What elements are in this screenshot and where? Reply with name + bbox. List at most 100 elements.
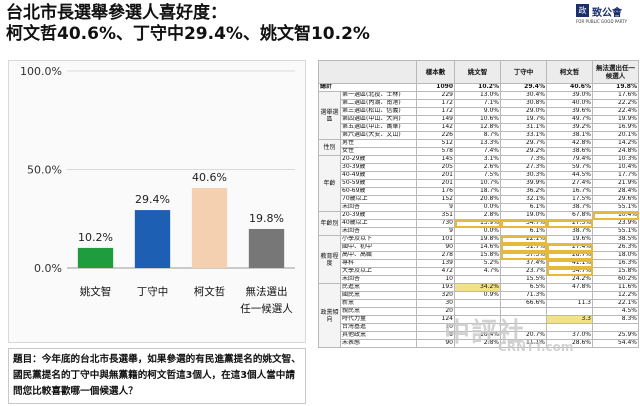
table-cell: 30 [416, 299, 455, 308]
table-cell: 31.1% [500, 123, 547, 132]
table-cell: 34.2% [454, 283, 501, 292]
table-cell: 19.7% [500, 115, 547, 124]
table-row: 第六選區(大安、文山) 226 8.7% 33.1% 38.1% 20.1% [319, 131, 639, 140]
table-cell: 6.5% [500, 283, 547, 292]
table-cell: 9.0% [454, 107, 501, 116]
table-cell: 6.1% [500, 203, 547, 212]
row-label: 小學及以下 [340, 235, 417, 244]
table-cell: 278 [416, 251, 455, 260]
table-cell: 39.2% [546, 123, 593, 132]
table-cell: 31.7% [500, 243, 547, 252]
party-logo: 政治 致公會 FOR PUBLIC GOOD PARTY [576, 4, 638, 28]
row-label: 女性 [340, 147, 417, 156]
y-tick-label: 50.0% [27, 164, 62, 177]
table-header-row: 樣本數 姚文智 丁守中 柯文哲 無法選出任一候選人 [318, 60, 639, 84]
table-row: 40-49歲 201 7.5% 30.3% 44.5% 17.7% [319, 171, 639, 180]
table-cell: 55.1% [592, 227, 639, 236]
table-row: 60-69歲 176 18.7% 36.2% 16.7% 28.4% [319, 187, 639, 196]
table-cell: 26.3% [592, 243, 639, 252]
table-row: 未回答 9 0.0% 6.1% 38.7% 55.1% [319, 227, 639, 236]
row-label: 30-39歲 [340, 163, 417, 172]
table-cell: 2.8% [454, 211, 501, 220]
table-cell: 28.7% [546, 251, 593, 260]
group-label: 教育程度 [318, 235, 341, 284]
table-cell: 8.3% [592, 315, 639, 324]
logo-english-name: FOR PUBLIC GOOD PARTY [576, 19, 628, 24]
table-cell [546, 291, 593, 300]
table-cell: 176 [416, 187, 455, 196]
row-label: 未回答 [340, 227, 417, 236]
bar [77, 247, 114, 268]
table-cell: 54.4% [592, 339, 639, 348]
table-cell: 19.6% [546, 235, 593, 244]
table-cell: 0.0% [454, 227, 501, 236]
table-row: 大學及以上 472 4.7% 23.7% 54.7% 15.8% [319, 267, 639, 276]
table-cell: 15.8% [592, 267, 639, 276]
table-cell [546, 307, 593, 316]
table-cell: 25.9% [592, 331, 639, 340]
logo-name: 致公會 [592, 8, 622, 19]
table-cell: 139 [416, 259, 455, 268]
table-header-cell: 柯文哲 [546, 60, 593, 84]
table-cell: 14.6% [454, 243, 501, 252]
table-cell: 79.4% [546, 155, 593, 164]
table-cell: 201 [416, 171, 455, 180]
table-cell: 10 [416, 275, 455, 284]
table-cell: 201 [416, 179, 455, 188]
x-category-label: 無法選出 [246, 285, 288, 298]
table-cell: 34.7% [500, 219, 547, 228]
row-label: 40歲以上 [340, 219, 417, 228]
table-row: 第五選區(中正、萬華) 142 12.8% 31.1% 39.2% 16.9% [319, 123, 639, 132]
row-label: 男性 [340, 139, 417, 148]
row-label: 新黨 [340, 299, 417, 308]
table-cell [546, 323, 593, 332]
table-row: 教育程度 小學及以下 101 19.8% 22.1% 19.6% 38.5% [318, 235, 639, 284]
table-row: 30-39歲 205 2.6% 27.3% 59.7% 10.4% [319, 163, 639, 172]
row-label: 第四選區(中山、大同) [340, 115, 417, 124]
data-label: 29.4% [135, 193, 170, 206]
table-cell: 37.4% [500, 259, 547, 268]
table-cell: 7.4% [454, 147, 501, 156]
row-label: 未回答 [340, 203, 417, 212]
row-label: 國民黨 [340, 291, 417, 300]
row-label: 20-39歲 [340, 211, 417, 220]
table-cell: 149 [416, 115, 455, 124]
row-label: 第一選區(北投、士林) [340, 91, 417, 100]
table-cell: 55.1% [592, 203, 639, 212]
watermark-sub: CRNTT.com [498, 340, 574, 354]
table-cell: 7.1% [454, 99, 501, 108]
row-label: 民進黨 [340, 283, 417, 292]
table-cell: 205 [416, 163, 455, 172]
table-cell [592, 323, 639, 332]
table-cell: 37.5% [500, 251, 547, 260]
table-cell: 21.9% [592, 179, 639, 188]
table-cell: 39.0% [546, 91, 593, 100]
table-cell: 3.3 [546, 315, 593, 324]
table-cell: 15.8% [454, 251, 501, 260]
table-row: 第四選區(中山、大同) 149 10.6% 19.7% 49.7% 19.9% [319, 115, 639, 124]
x-category-label: 丁守中 [137, 285, 169, 298]
table-row: 國中、初中 90 14.6% 31.7% 27.4% 26.3% [319, 243, 639, 252]
table-cell: 17.5% [546, 195, 593, 204]
table-cell: 66.6% [500, 299, 547, 308]
row-label: 大學及以上 [340, 267, 417, 276]
bar [248, 228, 285, 268]
table-cell: 27.4% [546, 243, 593, 252]
row-label: 時代力量 [340, 315, 417, 324]
table-cell: 10.7% [454, 179, 501, 188]
table-cell: 10.2% [454, 83, 501, 92]
question-text: 題目：今年底的台北市長選舉，如果參選的有民進黨提名的姚文智、國民黨提名的丁守中與… [8, 348, 306, 404]
table-cell: 39.9% [500, 179, 547, 188]
x-category-label: 姚文智 [80, 285, 112, 298]
table-cell: 0.0% [454, 203, 501, 212]
table-header-cell: 姚文智 [454, 60, 501, 84]
bar [191, 188, 228, 268]
row-label: 40-49歲 [340, 171, 417, 180]
table-cell: 3.1% [454, 155, 501, 164]
bar [134, 210, 171, 268]
table-cell: 10.6% [454, 115, 501, 124]
table-cell: 19.0% [500, 211, 547, 220]
table-cell: 2.6% [454, 163, 501, 172]
header-corner-cell [318, 60, 417, 84]
table-cell: 40.6% [546, 83, 593, 92]
